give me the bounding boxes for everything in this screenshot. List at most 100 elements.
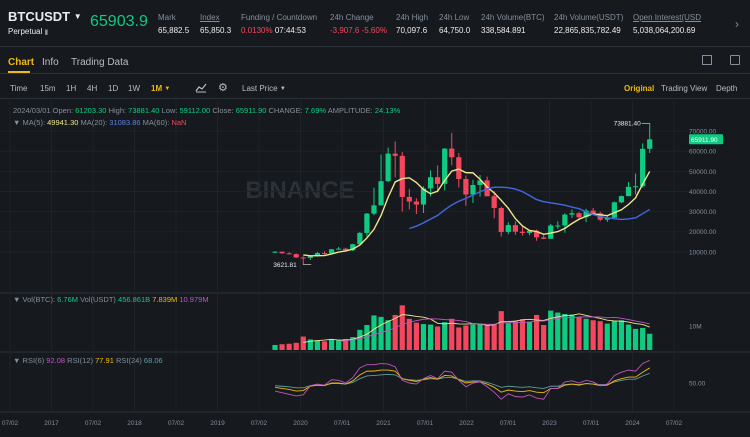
candles — [272, 123, 653, 265]
candle-body — [456, 157, 462, 179]
candle-body — [307, 256, 313, 258]
legend-ma5-label: MA(5): — [22, 118, 46, 127]
candle-body — [491, 196, 497, 208]
candle-body — [293, 254, 299, 258]
candle-body — [357, 232, 363, 245]
volume-bar — [590, 320, 596, 350]
price-tick-label: 40000.00 — [689, 189, 716, 196]
scroll-right-icon[interactable]: › — [735, 17, 739, 31]
volume-bar — [491, 324, 497, 350]
candle-body — [378, 181, 384, 206]
contract-type: Perpetual ▮ — [8, 27, 48, 36]
view-trading-view[interactable]: Trading View — [661, 84, 708, 93]
view-depth[interactable]: Depth — [716, 84, 738, 93]
collapse-caret-icon[interactable]: ▼ — [13, 295, 21, 304]
interval-4h[interactable]: 4H — [87, 84, 98, 93]
stat-value: -3,907.6 -5.60% — [330, 26, 387, 35]
candle-body — [286, 253, 292, 255]
volume-bar — [328, 338, 335, 350]
candle-body — [470, 185, 476, 195]
kline-chart[interactable]: BINANCE 10000.0020000.0030000.0040000.00… — [0, 100, 750, 437]
candle-body — [519, 231, 526, 233]
interval-time[interactable]: Time — [10, 84, 28, 93]
stat-value: 0.0130% 07:44:53 — [241, 26, 306, 35]
stat-label[interactable]: Index — [200, 13, 220, 22]
legend-low-label: Low: — [161, 106, 178, 115]
rsi6-line — [274, 359, 650, 400]
view-original[interactable]: Original — [624, 84, 655, 93]
symbol-selector[interactable]: BTCUSDT ▼ — [8, 9, 82, 24]
legend-vol-btc-label: Vol(BTC): — [22, 295, 56, 304]
candle-body — [279, 251, 285, 254]
candle-body — [632, 186, 639, 188]
expand-icon[interactable] — [702, 55, 712, 65]
candle-body — [328, 249, 335, 254]
min-price-label: 3621.81 — [273, 262, 297, 269]
contract-type-label: Perpetual — [8, 27, 43, 36]
legend-amplitude-label: AMPLITUDE: — [327, 106, 373, 115]
legend-close: 65911.90 — [235, 106, 267, 115]
ma5-line — [303, 168, 651, 257]
volume-bar — [272, 344, 278, 350]
candle-body — [272, 251, 278, 253]
candle-body — [583, 210, 589, 218]
tab-info[interactable]: Info — [42, 57, 59, 68]
price-type-select[interactable]: Last Price ▼ — [242, 84, 286, 93]
tab-chart-underline — [8, 71, 30, 73]
indicator-chart-icon[interactable] — [195, 82, 207, 95]
interval-1w[interactable]: 1W — [128, 84, 140, 93]
volume-bar — [555, 312, 561, 350]
volume-bar — [279, 344, 285, 350]
time-tick-label: 07/01 — [583, 420, 600, 427]
volume-bar — [477, 323, 483, 350]
candle-body — [371, 205, 377, 214]
legend-vol-usdt: 456.861B — [118, 295, 151, 304]
candle-body — [625, 186, 632, 197]
price-tick-label: 10000.00 — [689, 249, 716, 256]
funding-rate: 0.0130% — [241, 26, 273, 35]
volume-bars — [272, 305, 653, 350]
rsi-lines — [274, 359, 650, 400]
volume-bar — [350, 337, 356, 350]
stat-label: 24h Volume(BTC) — [481, 13, 545, 22]
volume-bar — [647, 333, 653, 350]
candle-body — [321, 253, 328, 255]
candle-body — [413, 201, 419, 205]
active-interval-label: 1M — [151, 84, 163, 93]
interval-1m[interactable]: 1M ▼ — [151, 84, 170, 93]
volume-bar — [293, 342, 299, 350]
tab-trading-data[interactable]: Trading Data — [71, 57, 129, 68]
legend-rsi6: 92.08 — [46, 356, 66, 365]
caret-down-icon: ▼ — [73, 12, 82, 21]
collapse-caret-icon[interactable]: ▼ — [13, 118, 21, 127]
volume-bar — [640, 327, 646, 350]
stat-value: 65,850.3 — [200, 26, 232, 35]
volume-bar — [597, 321, 603, 350]
gear-icon[interactable]: ⚙ — [218, 82, 228, 94]
legend-ma60: NaN — [171, 118, 187, 127]
legend-vol-ma1: 7.839M — [152, 295, 178, 304]
tab-chart[interactable]: Chart — [8, 57, 35, 68]
volume-bar — [406, 318, 412, 350]
interval-1h[interactable]: 1H — [66, 84, 77, 93]
candle-body — [350, 244, 356, 251]
last-price: 65903.9 — [90, 13, 148, 30]
volume-bar — [357, 329, 363, 350]
grid-layout-icon[interactable] — [730, 55, 740, 65]
candle-body — [364, 213, 370, 233]
price-tick-label: 20000.00 — [689, 229, 716, 236]
interval-15m[interactable]: 15m — [40, 84, 56, 93]
funding-countdown: 07:44:53 — [272, 26, 306, 35]
time-tick-label: 07/01 — [500, 420, 517, 427]
volume-bar — [470, 324, 476, 350]
collapse-caret-icon[interactable]: ▼ — [13, 356, 21, 365]
volume-bar — [427, 324, 434, 350]
volume-tick-label: 10M — [689, 324, 702, 331]
chart-area[interactable]: BINANCE 10000.00 20000.00 30000.00 40000.00… — [0, 100, 750, 437]
interval-1d[interactable]: 1D — [108, 84, 119, 93]
legend-close-label: Close: — [212, 106, 234, 115]
stat-label[interactable]: Open Interest(USD — [633, 13, 702, 22]
time-tick-label: 07/01 — [334, 420, 351, 427]
time-tick-label: 07/02 — [85, 420, 102, 427]
volume-bar — [435, 326, 441, 350]
